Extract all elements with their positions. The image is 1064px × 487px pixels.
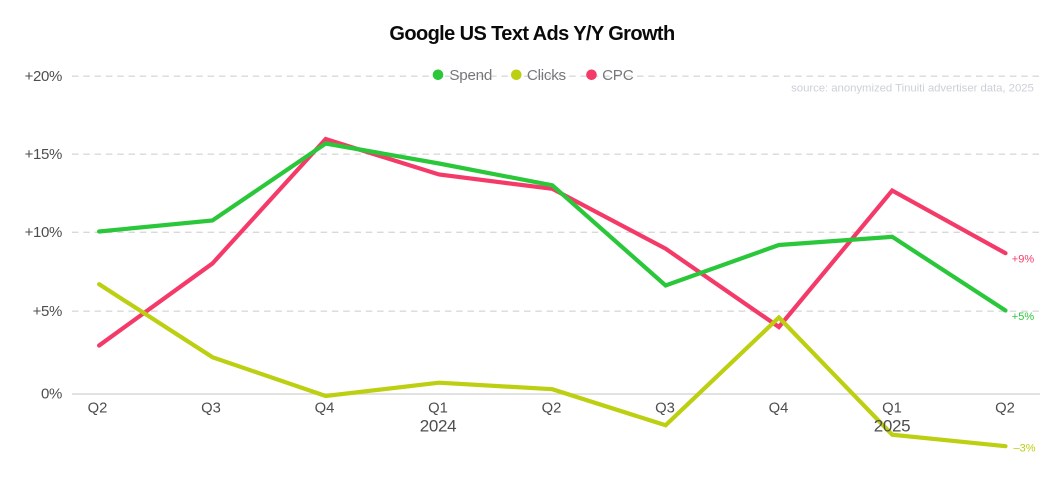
svg-text:Q3: Q3 [655, 401, 675, 417]
svg-text:2025: 2025 [874, 417, 911, 436]
svg-text:0%: 0% [41, 385, 62, 402]
svg-text:+15%: +15% [25, 146, 62, 163]
svg-text:Google US Text Ads Y/Y Growth: Google US Text Ads Y/Y Growth [389, 23, 674, 45]
svg-text:Q2: Q2 [88, 401, 108, 417]
svg-text:Clicks: Clicks [527, 67, 567, 84]
svg-text:Q1: Q1 [882, 401, 902, 417]
svg-text:+10%: +10% [25, 224, 62, 241]
svg-text:Q2: Q2 [542, 401, 562, 417]
svg-text:+20%: +20% [25, 68, 62, 85]
svg-text:+5%: +5% [33, 303, 62, 320]
svg-text:source: anonymized Tinuiti adv: source: anonymized Tinuiti advertiser da… [791, 83, 1034, 95]
svg-text:CPC: CPC [602, 67, 634, 84]
svg-text:Q3: Q3 [201, 401, 221, 417]
svg-text:Q4: Q4 [769, 401, 789, 417]
svg-text:+5%: +5% [1012, 311, 1035, 323]
svg-text:Q4: Q4 [315, 401, 335, 417]
svg-text:+9%: +9% [1012, 253, 1035, 265]
svg-text:Q1: Q1 [428, 401, 448, 417]
svg-text:Q2: Q2 [995, 401, 1015, 417]
svg-text:2024: 2024 [420, 417, 457, 436]
svg-text:–3%: –3% [1014, 442, 1036, 454]
svg-text:Spend: Spend [449, 67, 492, 84]
